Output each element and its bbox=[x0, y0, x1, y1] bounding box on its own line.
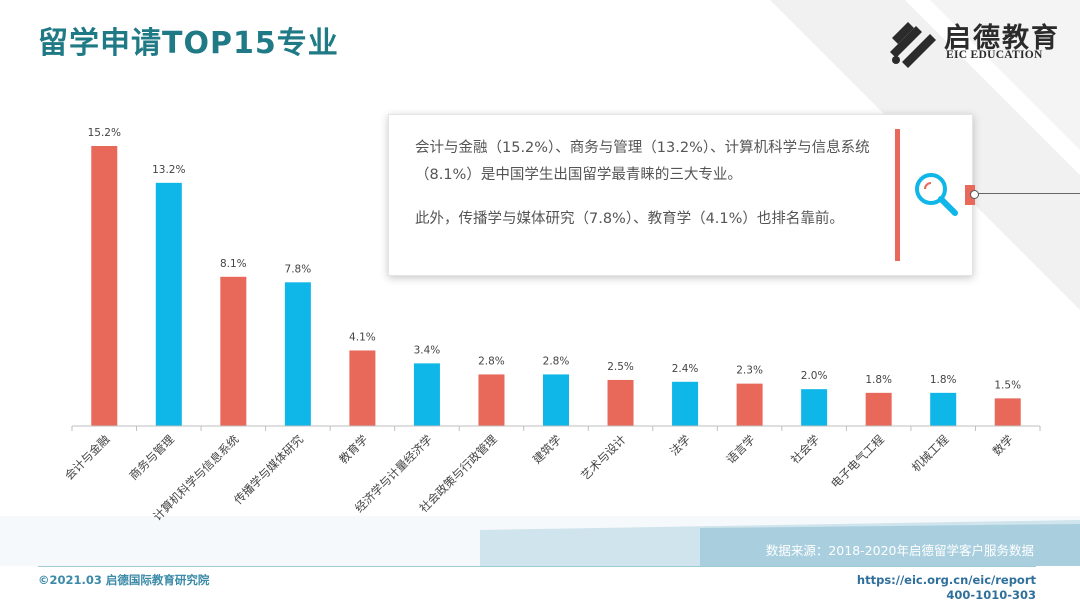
bar-value-label: 15.2% bbox=[88, 127, 121, 139]
bar-8 bbox=[543, 374, 569, 426]
search-icon bbox=[915, 173, 958, 216]
callout-connector-line bbox=[976, 193, 1080, 194]
footer-divider bbox=[38, 566, 1036, 567]
category-label: 数学 bbox=[990, 432, 1016, 458]
data-source-note: 数据来源：2018-2020年启德留学客户服务数据 bbox=[765, 543, 1034, 558]
bar-value-label: 8.1% bbox=[220, 258, 247, 270]
bar-value-label: 1.8% bbox=[865, 374, 892, 386]
bar-13 bbox=[865, 392, 892, 426]
bar-value-label: 2.5% bbox=[607, 361, 634, 373]
bar-value-label: 1.5% bbox=[994, 379, 1021, 391]
bar-value-label: 7.8% bbox=[285, 263, 312, 275]
category-label: 艺术与设计 bbox=[578, 432, 629, 483]
bar-2 bbox=[155, 182, 182, 426]
category-label: 会计与金融 bbox=[62, 432, 113, 483]
category-label: 商务与管理 bbox=[126, 432, 177, 483]
summary-paragraph-2: 此外，传播学与媒体研究（7.8%）、教育学（4.1%）也排名靠前。 bbox=[415, 211, 844, 227]
category-label: 机械工程 bbox=[909, 432, 952, 475]
logo-text-cn: 启德教育 bbox=[944, 23, 1060, 54]
category-label: 教育学 bbox=[336, 432, 370, 466]
category-label: 社会学 bbox=[788, 432, 822, 466]
bar-12 bbox=[801, 389, 828, 426]
bar-9 bbox=[607, 379, 634, 426]
page-title: 留学申请TOP15专业 bbox=[38, 26, 339, 61]
summary-callout: 会计与金融（15.2%）、商务与管理（13.2%）、计算机科学与信息系统（8.1… bbox=[388, 114, 975, 276]
bar-15 bbox=[994, 398, 1021, 426]
bar-value-label: 4.1% bbox=[349, 331, 376, 343]
bar-5 bbox=[349, 350, 376, 426]
category-label: 传播学与媒体研究 bbox=[231, 432, 306, 507]
category-label: 建筑学 bbox=[530, 432, 564, 466]
bar-value-label: 2.8% bbox=[478, 355, 505, 367]
category-label: 法学 bbox=[667, 432, 693, 458]
bar-4 bbox=[284, 282, 311, 426]
callout-accent-bar bbox=[895, 129, 900, 261]
bar-value-label: 13.2% bbox=[152, 164, 185, 176]
summary-paragraph-1: 会计与金融（15.2%）、商务与管理（13.2%）、计算机科学与信息系统（8.1… bbox=[415, 140, 870, 183]
callout-connector-dot bbox=[970, 190, 979, 199]
category-label: 语言学 bbox=[723, 432, 757, 466]
bar-10 bbox=[672, 381, 699, 426]
footer-url-link[interactable]: https://eic.org.cn/eic/report bbox=[856, 573, 1036, 587]
bar-value-label: 2.8% bbox=[543, 355, 570, 367]
bar-14 bbox=[930, 392, 957, 426]
bar-value-label: 3.4% bbox=[414, 344, 441, 356]
bar-1 bbox=[91, 146, 118, 426]
bar-value-label: 2.0% bbox=[801, 370, 828, 382]
bar-6 bbox=[413, 363, 440, 426]
footer-phone: 400-1010-303 bbox=[946, 588, 1036, 602]
bar-7 bbox=[478, 374, 505, 426]
bar-value-label: 1.8% bbox=[930, 374, 957, 386]
footer-copyright: ©2021.03 启德国际教育研究院 bbox=[38, 573, 210, 587]
bar-11 bbox=[736, 383, 763, 426]
logo-text-en: EIC EDUCATION bbox=[946, 49, 1043, 61]
brand-logo: 启德教育 EIC EDUCATION bbox=[886, 16, 1058, 68]
bar-value-label: 2.4% bbox=[672, 363, 699, 375]
category-label: 电子电气工程 bbox=[828, 432, 887, 491]
bar-value-label: 2.3% bbox=[736, 365, 763, 377]
logo-mark-icon bbox=[890, 22, 936, 68]
bar-3 bbox=[220, 276, 247, 426]
